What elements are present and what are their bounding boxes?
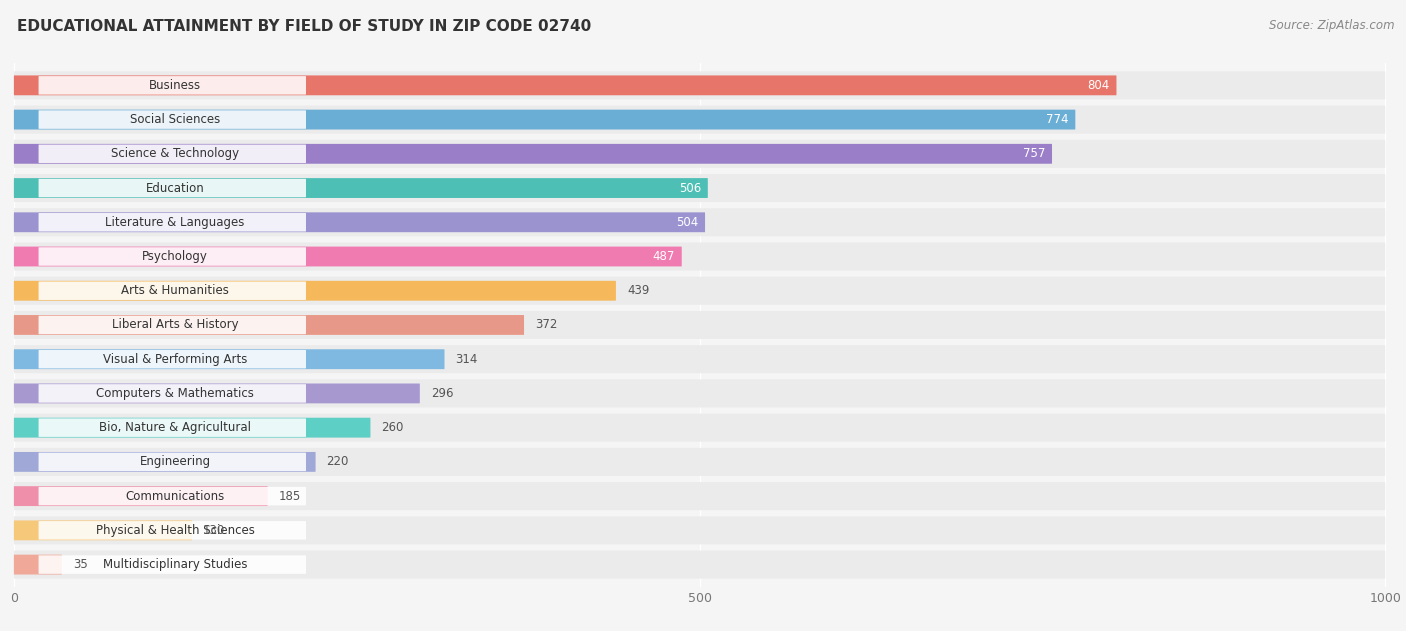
FancyBboxPatch shape <box>14 452 315 472</box>
Text: Business: Business <box>149 79 201 92</box>
FancyBboxPatch shape <box>14 174 1385 202</box>
Text: Arts & Humanities: Arts & Humanities <box>121 284 229 297</box>
FancyBboxPatch shape <box>14 379 1385 408</box>
FancyBboxPatch shape <box>14 105 1385 134</box>
FancyBboxPatch shape <box>14 448 1385 476</box>
FancyBboxPatch shape <box>14 550 1385 579</box>
Text: 260: 260 <box>381 421 404 434</box>
FancyBboxPatch shape <box>14 487 267 506</box>
Text: Literature & Languages: Literature & Languages <box>105 216 245 229</box>
Text: 504: 504 <box>676 216 699 229</box>
Text: Communications: Communications <box>125 490 225 503</box>
Text: 296: 296 <box>430 387 453 400</box>
Text: 130: 130 <box>202 524 225 537</box>
FancyBboxPatch shape <box>14 208 1385 236</box>
Text: 314: 314 <box>456 353 478 366</box>
FancyBboxPatch shape <box>14 110 1076 129</box>
Text: Multidisciplinary Studies: Multidisciplinary Studies <box>103 558 247 571</box>
Text: 372: 372 <box>536 319 557 331</box>
Text: Psychology: Psychology <box>142 250 208 263</box>
Text: 804: 804 <box>1087 79 1109 92</box>
FancyBboxPatch shape <box>14 350 444 369</box>
Text: Bio, Nature & Agricultural: Bio, Nature & Agricultural <box>98 421 252 434</box>
Text: Physical & Health Sciences: Physical & Health Sciences <box>96 524 254 537</box>
FancyBboxPatch shape <box>14 247 682 266</box>
Text: Visual & Performing Arts: Visual & Performing Arts <box>103 353 247 366</box>
Text: Education: Education <box>146 182 204 194</box>
Text: 439: 439 <box>627 284 650 297</box>
FancyBboxPatch shape <box>38 350 307 369</box>
FancyBboxPatch shape <box>14 140 1385 168</box>
FancyBboxPatch shape <box>38 213 307 232</box>
FancyBboxPatch shape <box>38 281 307 300</box>
FancyBboxPatch shape <box>14 414 1385 442</box>
Text: Engineering: Engineering <box>139 456 211 468</box>
Text: 35: 35 <box>73 558 87 571</box>
FancyBboxPatch shape <box>14 242 1385 271</box>
FancyBboxPatch shape <box>14 345 1385 373</box>
Text: EDUCATIONAL ATTAINMENT BY FIELD OF STUDY IN ZIP CODE 02740: EDUCATIONAL ATTAINMENT BY FIELD OF STUDY… <box>17 19 591 34</box>
FancyBboxPatch shape <box>14 384 420 403</box>
FancyBboxPatch shape <box>14 555 62 574</box>
FancyBboxPatch shape <box>38 110 307 129</box>
FancyBboxPatch shape <box>14 71 1385 100</box>
FancyBboxPatch shape <box>14 516 1385 545</box>
FancyBboxPatch shape <box>14 482 1385 510</box>
FancyBboxPatch shape <box>38 418 307 437</box>
Text: Science & Technology: Science & Technology <box>111 147 239 160</box>
FancyBboxPatch shape <box>14 277 1385 305</box>
FancyBboxPatch shape <box>38 521 307 540</box>
Text: 487: 487 <box>652 250 675 263</box>
FancyBboxPatch shape <box>38 316 307 334</box>
FancyBboxPatch shape <box>38 384 307 403</box>
FancyBboxPatch shape <box>14 418 370 437</box>
Text: Computers & Mathematics: Computers & Mathematics <box>96 387 254 400</box>
FancyBboxPatch shape <box>14 144 1052 163</box>
FancyBboxPatch shape <box>38 247 307 266</box>
Text: Source: ZipAtlas.com: Source: ZipAtlas.com <box>1270 19 1395 32</box>
Text: 185: 185 <box>278 490 301 503</box>
FancyBboxPatch shape <box>14 178 707 198</box>
FancyBboxPatch shape <box>14 213 704 232</box>
FancyBboxPatch shape <box>38 76 307 95</box>
FancyBboxPatch shape <box>14 315 524 335</box>
Text: 774: 774 <box>1046 113 1069 126</box>
Text: Liberal Arts & History: Liberal Arts & History <box>111 319 239 331</box>
Text: 220: 220 <box>326 456 349 468</box>
FancyBboxPatch shape <box>38 179 307 198</box>
Text: 757: 757 <box>1022 147 1045 160</box>
Text: Social Sciences: Social Sciences <box>129 113 221 126</box>
FancyBboxPatch shape <box>14 521 193 540</box>
FancyBboxPatch shape <box>38 452 307 471</box>
FancyBboxPatch shape <box>38 487 307 505</box>
FancyBboxPatch shape <box>14 76 1116 95</box>
FancyBboxPatch shape <box>14 281 616 300</box>
Text: 506: 506 <box>679 182 702 194</box>
FancyBboxPatch shape <box>14 311 1385 339</box>
FancyBboxPatch shape <box>38 555 307 574</box>
FancyBboxPatch shape <box>38 144 307 163</box>
